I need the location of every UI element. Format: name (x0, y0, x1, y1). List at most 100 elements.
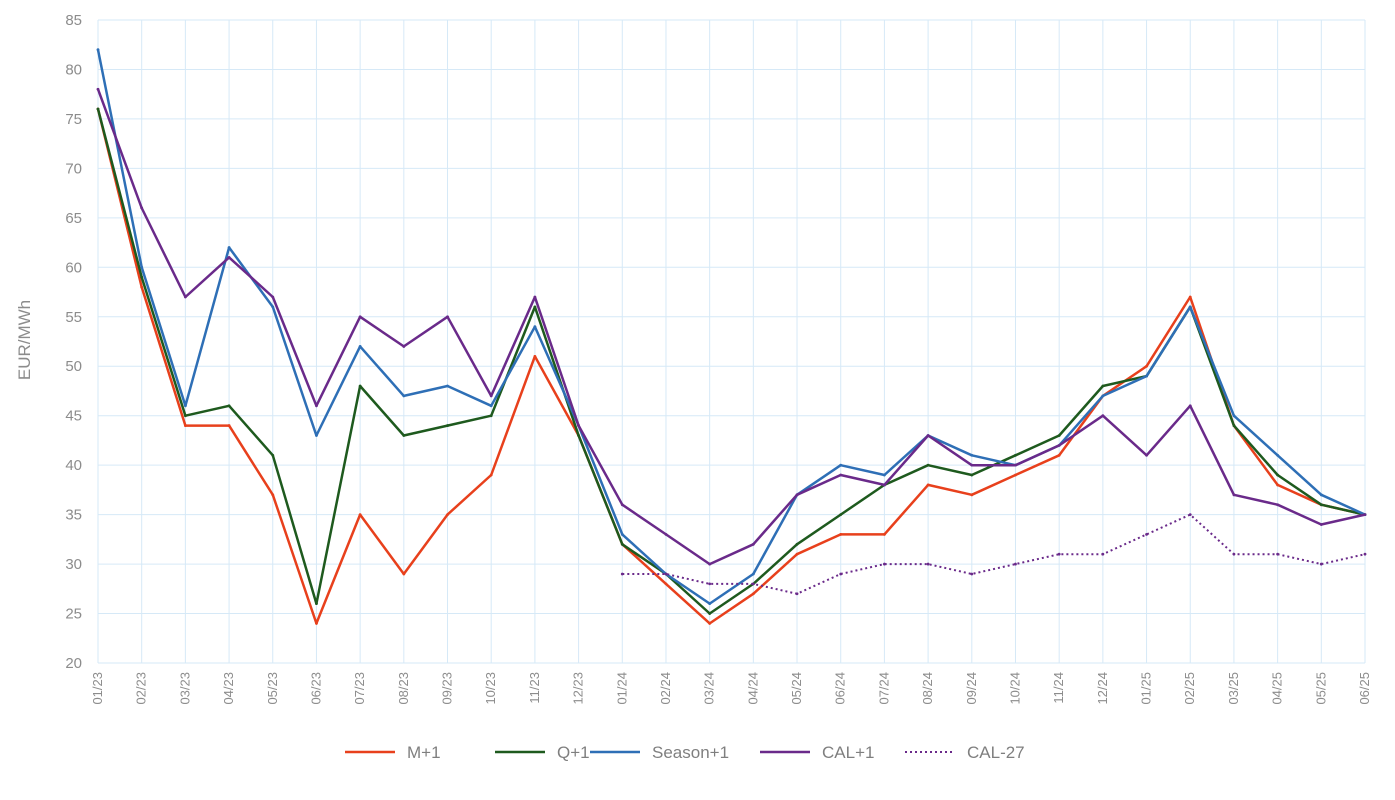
data-point (664, 533, 668, 536)
x-tick-label: 09/24 (964, 672, 979, 705)
data-point (577, 424, 580, 427)
data-point (402, 345, 406, 348)
data-point (227, 404, 231, 408)
data-point (1101, 384, 1105, 388)
data-point (839, 533, 843, 536)
data-point (883, 473, 886, 477)
data-point (140, 275, 144, 279)
data-point (1014, 562, 1017, 566)
x-tick-label: 07/23 (352, 672, 367, 705)
data-point (970, 572, 974, 576)
series-line (96, 107, 1367, 625)
data-point (1363, 552, 1367, 556)
data-point (315, 404, 318, 408)
data-point (446, 513, 449, 517)
data-point (489, 473, 493, 477)
grid (97, 19, 1366, 664)
data-point (751, 592, 755, 596)
y-tick-label: 75 (65, 111, 82, 128)
x-tick-label: 09/23 (440, 672, 455, 705)
data-point (1101, 394, 1105, 398)
y-tick-label: 60 (65, 259, 82, 276)
x-tick-label: 08/23 (396, 672, 411, 705)
data-point (926, 562, 930, 566)
data-point (970, 493, 974, 497)
data-point (1057, 453, 1061, 457)
data-point (751, 542, 755, 546)
data-point (315, 622, 318, 625)
data-point (1057, 443, 1061, 447)
data-point (708, 562, 712, 566)
x-tick-label: 02/25 (1182, 672, 1197, 705)
data-point (140, 285, 144, 289)
data-point (533, 305, 537, 309)
y-tick-label: 35 (65, 507, 82, 524)
y-tick-label: 70 (65, 160, 82, 177)
data-point (1145, 453, 1148, 457)
x-tick-label: 03/25 (1226, 672, 1241, 705)
data-point (358, 513, 362, 517)
x-tick-label: 01/25 (1139, 672, 1154, 705)
y-tick-label: 50 (65, 358, 82, 375)
data-point (839, 513, 843, 517)
data-point (970, 463, 974, 467)
data-point (1232, 424, 1236, 427)
data-point (1188, 513, 1192, 517)
x-tick-label: 04/25 (1270, 672, 1285, 705)
y-axis-title: EUR/MWh (15, 300, 34, 380)
data-point (883, 483, 886, 487)
data-point (839, 572, 843, 576)
data-point (315, 602, 318, 606)
x-tick-label: 06/24 (833, 672, 848, 705)
data-point (1276, 453, 1280, 457)
data-point (620, 542, 624, 546)
data-point (446, 315, 449, 319)
data-point (1232, 552, 1236, 556)
series-line (96, 48, 1367, 605)
data-point (358, 345, 362, 348)
data-point (708, 582, 712, 586)
data-point (96, 48, 100, 52)
data-point (183, 424, 187, 427)
data-point (1363, 513, 1367, 517)
data-point (140, 265, 144, 269)
x-tick-label: 05/25 (1313, 672, 1328, 705)
data-point (227, 256, 231, 259)
legend: M+1 Q+1 Season+1 CAL+1 CAL-27 (345, 743, 1025, 762)
data-point (708, 612, 712, 615)
data-point (926, 483, 930, 487)
x-tick-label: 07/24 (876, 672, 891, 705)
data-point (883, 533, 886, 536)
data-point (402, 434, 406, 437)
data-point (1014, 453, 1017, 457)
y-tick-label: 85 (65, 12, 82, 29)
data-point (708, 602, 712, 606)
data-point (1188, 404, 1192, 408)
data-point (839, 463, 843, 467)
x-tick-label: 03/24 (702, 672, 717, 705)
data-point (1101, 552, 1105, 556)
x-tick-label: 01/23 (90, 672, 105, 705)
data-point (1319, 503, 1323, 507)
x-tick-label: 11/24 (1051, 672, 1066, 704)
x-tick-label: 10/24 (1007, 672, 1022, 705)
data-point (227, 246, 231, 249)
data-point (1276, 503, 1280, 507)
data-point (1101, 414, 1105, 418)
x-tick-label: 08/24 (920, 672, 935, 705)
data-point (620, 503, 624, 507)
data-point (183, 295, 187, 299)
data-point (970, 453, 974, 457)
y-tick-label: 65 (65, 210, 82, 227)
data-point (402, 572, 406, 576)
data-point (1232, 414, 1236, 418)
x-axis-ticks: 01/23 02/23 03/23 04/23 05/23 06/23 07/23 08/23… (90, 672, 1372, 705)
data-point (1188, 295, 1192, 299)
data-point (751, 572, 755, 576)
series-group (96, 48, 1367, 625)
data-point (795, 493, 799, 497)
legend-label: M+1 (407, 743, 441, 762)
legend-label: Season+1 (652, 743, 729, 762)
